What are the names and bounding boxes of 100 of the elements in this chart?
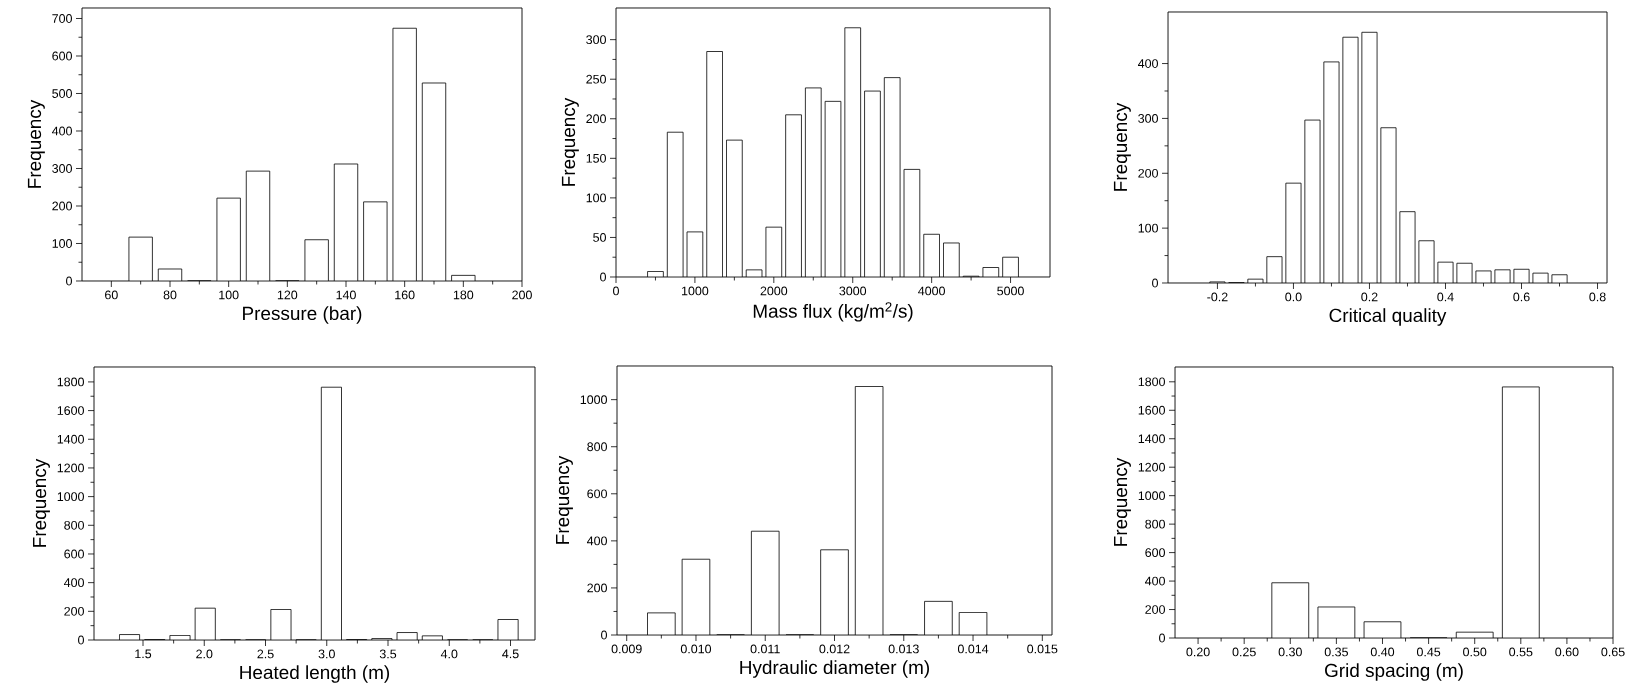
y-axis-title: Frequency (32, 458, 50, 547)
x-tick-label: 2.0 (196, 649, 213, 659)
y-tick-label: 0 (601, 630, 607, 640)
x-tick-label: 2.5 (257, 649, 274, 659)
x-tick-label: 0 (613, 286, 619, 296)
x-tick-label: 0.50 (1463, 647, 1487, 657)
y-tick-label: 600 (587, 489, 607, 499)
x-tick-label: 2000 (760, 286, 788, 296)
x-tick-label: -0.2 (1207, 292, 1228, 302)
y-tick-label: 200 (587, 583, 607, 593)
y-tick-label: 250 (586, 74, 606, 84)
y-tick-label: 1200 (1138, 462, 1165, 472)
y-tick-label: 200 (1145, 605, 1165, 614)
y-axis-title: Frequency (556, 455, 573, 544)
y-tick-label: 0 (78, 635, 84, 645)
x-tick-label: 3.5 (379, 649, 397, 659)
x-tick-label: 0.4 (1437, 292, 1454, 302)
y-tick-label: 1200 (57, 463, 84, 473)
x-tick-label: 160 (395, 290, 415, 300)
x-tick-label: 3.0 (318, 649, 335, 659)
x-tick-label: 5000 (997, 286, 1024, 296)
y-tick-label: 200 (586, 114, 606, 124)
y-tick-label: 1600 (57, 406, 84, 415)
x-tick-label: 0.0 (1285, 292, 1302, 302)
y-tick-label: 200 (52, 201, 72, 211)
y-axis-title: Frequency (1114, 457, 1131, 546)
x-tick-label: 4.0 (440, 649, 458, 659)
y-tick-label: 600 (1145, 548, 1165, 558)
x-tick-label: 200 (512, 290, 532, 300)
x-tick-label: 60 (105, 290, 118, 300)
x-axis-title: Pressure (bar) (243, 306, 362, 324)
y-tick-label: 600 (64, 549, 84, 559)
x-tick-label: 0.6 (1513, 292, 1530, 302)
x-tick-label: 0.009 (611, 644, 642, 654)
y-tick-label: 300 (52, 164, 72, 173)
x-tick-label: 0.013 (888, 644, 919, 654)
x-tick-label: 3000 (839, 286, 867, 296)
y-tick-label: 1000 (580, 395, 607, 405)
y-tick-label: 700 (52, 14, 72, 23)
x-tick-label: 0.011 (750, 644, 780, 654)
y-tick-label: 1800 (57, 377, 84, 387)
x-tick-label: 0.60 (1555, 647, 1579, 657)
y-tick-label: 400 (63, 578, 84, 588)
y-tick-label: 1400 (57, 434, 84, 444)
x-tick-label: 0.2 (1361, 292, 1378, 302)
x-tick-label: 0.015 (1027, 644, 1058, 654)
y-tick-label: 200 (64, 606, 84, 616)
x-axis-title: Critical quality (1329, 308, 1447, 326)
y-tick-label: 300 (586, 35, 606, 45)
y-tick-label: 800 (587, 442, 607, 452)
x-tick-label: 100 (219, 290, 239, 300)
y-axis-title: Frequency (561, 97, 579, 186)
x-tick-label: 180 (453, 290, 474, 300)
x-tick-label: 0.014 (957, 644, 989, 654)
y-tick-label: 1600 (1138, 405, 1165, 415)
x-tick-label: 0.012 (819, 644, 850, 654)
x-tick-label: 0.45 (1416, 647, 1441, 657)
y-tick-label: 0 (1159, 633, 1166, 643)
x-axis-title: Grid spacing (m) (1325, 663, 1463, 681)
x-tick-label: 0.65 (1601, 647, 1625, 657)
y-tick-label: 150 (586, 153, 606, 163)
y-tick-label: 1400 (1138, 434, 1165, 444)
x-axis-title: Hydraulic diameter (m) (740, 660, 929, 678)
x-tick-label: 0.30 (1278, 647, 1302, 657)
y-tick-label: 100 (1138, 223, 1158, 233)
y-tick-label: 800 (64, 520, 84, 530)
x-axis-title: Heated length (m) (240, 665, 390, 683)
y-tick-label: 800 (1145, 519, 1165, 529)
x-tick-label: 120 (277, 290, 298, 300)
x-tick-label: 0.35 (1324, 647, 1348, 657)
x-tick-label: 140 (336, 290, 356, 300)
x-tick-label: 0.20 (1186, 647, 1210, 657)
x-tick-label: 80 (163, 290, 177, 300)
y-tick-label: 1000 (1138, 491, 1165, 501)
x-tick-label: 0.40 (1370, 647, 1395, 657)
y-tick-label: 100 (586, 193, 606, 203)
x-tick-label: 0.25 (1232, 647, 1256, 657)
y-tick-label: 400 (51, 126, 72, 136)
y-tick-label: 1800 (1138, 377, 1165, 387)
y-tick-label: 0 (600, 272, 606, 282)
y-tick-label: 0 (66, 276, 72, 286)
y-tick-label: 0 (1152, 278, 1159, 288)
y-tick-label: 400 (1138, 59, 1158, 68)
x-tick-label: 0.010 (680, 644, 712, 654)
x-axis-title: Mass flux (kg/m$^{2}$/s) (753, 302, 913, 322)
y-axis-title: Frequency (27, 99, 45, 188)
y-tick-label: 50 (593, 233, 606, 242)
y-tick-label: 600 (52, 51, 72, 61)
y-tick-label: 500 (52, 89, 72, 98)
x-tick-label: 1000 (682, 286, 709, 296)
y-tick-label: 300 (1138, 114, 1158, 123)
x-tick-label: 1.5 (135, 649, 152, 659)
y-tick-label: 400 (586, 536, 607, 546)
y-tick-label: 200 (1138, 168, 1158, 178)
y-tick-label: 400 (1145, 576, 1165, 586)
y-tick-label: 1000 (57, 492, 84, 502)
x-tick-label: 4000 (918, 286, 945, 296)
x-tick-label: 0.8 (1589, 292, 1606, 302)
x-tick-label: 4.5 (502, 649, 519, 659)
y-axis-title: Frequency (1113, 102, 1131, 191)
